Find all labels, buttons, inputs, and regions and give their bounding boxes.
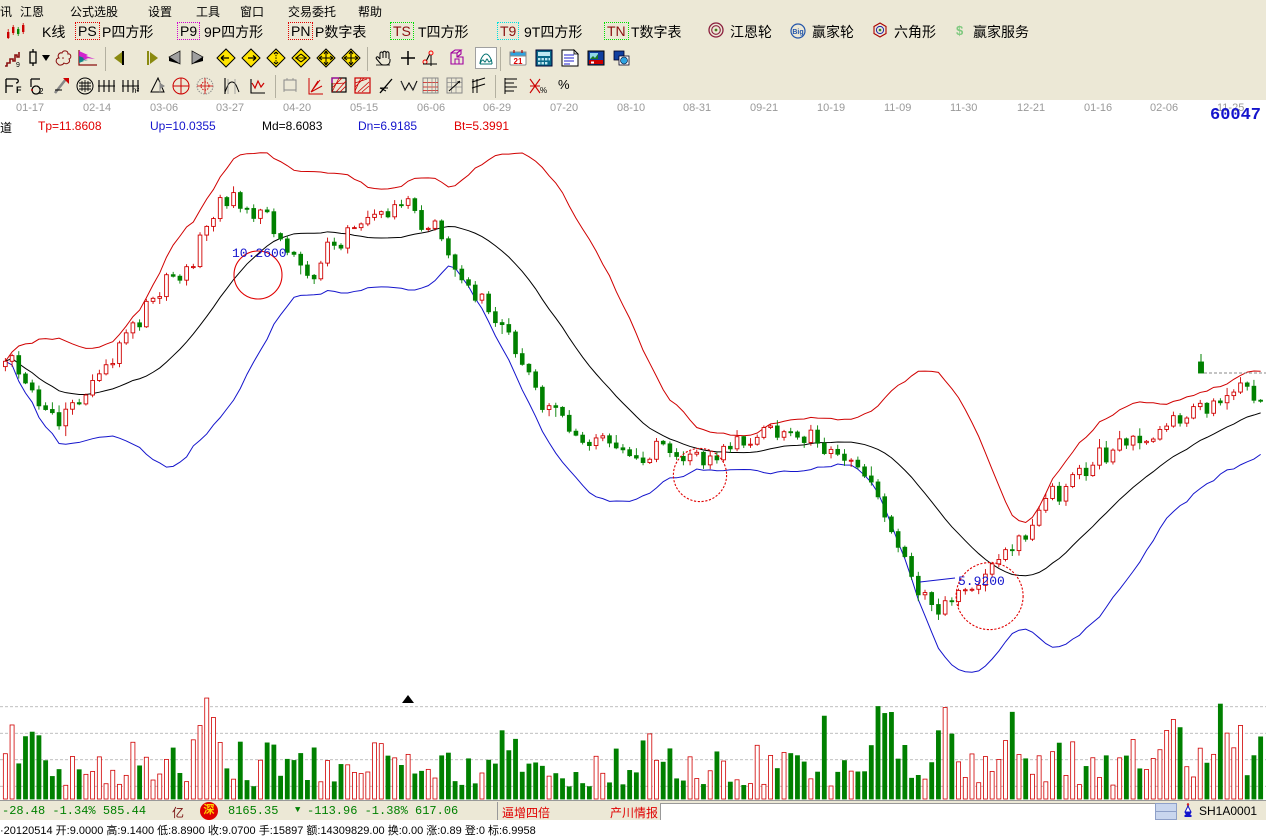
svg-text:5.9200: 5.9200 bbox=[958, 574, 1005, 589]
svg-text:10.2600: 10.2600 bbox=[232, 246, 287, 261]
